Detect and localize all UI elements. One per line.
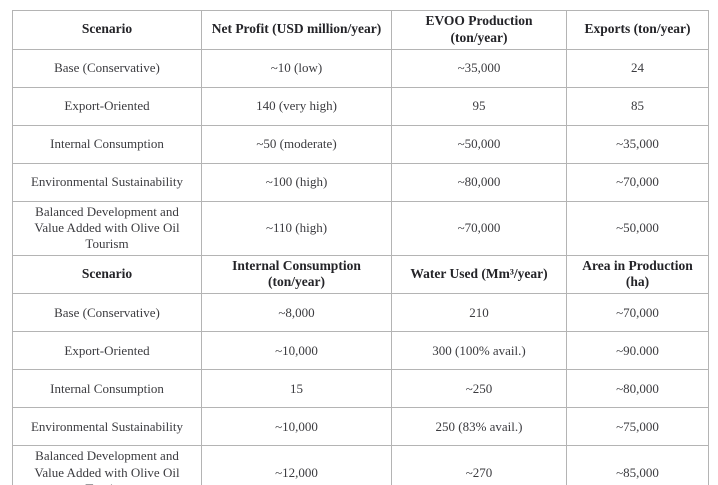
- table-cell: ~35,000: [566, 124, 709, 164]
- table-cell: ~70,000: [566, 293, 709, 333]
- table-cell: ~75,000: [566, 407, 709, 447]
- table-cell: ~70,000: [566, 162, 709, 202]
- table-row: Balanced Development and Value Added wit…: [12, 445, 709, 485]
- table-cell: 85: [566, 86, 709, 126]
- column-header-area-in-production: Area in Production (ha): [566, 254, 709, 295]
- section-2-header-row: Scenario Internal Consumption (ton/year)…: [12, 254, 709, 295]
- column-header-net-profit: Net Profit (USD million/year): [201, 10, 392, 50]
- table-cell: ~8,000: [201, 293, 392, 333]
- table-cell: 210: [391, 293, 567, 333]
- table-cell: Balanced Development and Value Added wit…: [12, 445, 202, 485]
- table-cell: Base (Conservative): [12, 293, 202, 333]
- table-cell: ~12,000: [201, 445, 392, 485]
- column-header-scenario-2: Scenario: [12, 254, 202, 295]
- table-cell: ~50 (moderate): [201, 124, 392, 164]
- table-cell: ~250: [391, 369, 567, 409]
- table-cell: 300 (100% avail.): [391, 331, 567, 371]
- table-cell: ~35,000: [391, 48, 567, 88]
- table-cell: ~10,000: [201, 331, 392, 371]
- table-row: Internal Consumption 15 ~250 ~80,000: [12, 369, 709, 409]
- table-cell: 140 (very high): [201, 86, 392, 126]
- column-header-water-used: Water Used (Mm³/year): [391, 254, 567, 295]
- table-cell: ~50,000: [566, 200, 709, 256]
- table-cell: 250 (83% avail.): [391, 407, 567, 447]
- scenario-results-table: Scenario Net Profit (USD million/year) E…: [12, 10, 709, 485]
- table-cell: Base (Conservative): [12, 48, 202, 88]
- table-cell: 95: [391, 86, 567, 126]
- table-cell: ~90.000: [566, 331, 709, 371]
- table-cell: Export-Oriented: [12, 331, 202, 371]
- table-cell: ~10 (low): [201, 48, 392, 88]
- table-row: Balanced Development and Value Added wit…: [12, 200, 709, 256]
- table-cell: ~270: [391, 445, 567, 485]
- table-cell: ~10,000: [201, 407, 392, 447]
- table-row: Environmental Sustainability ~10,000 250…: [12, 407, 709, 447]
- table-row: Environmental Sustainability ~100 (high)…: [12, 162, 709, 202]
- table-cell: ~110 (high): [201, 200, 392, 256]
- table-cell: Internal Consumption: [12, 369, 202, 409]
- table-cell: ~70,000: [391, 200, 567, 256]
- table-cell: Internal Consumption: [12, 124, 202, 164]
- table-row: Base (Conservative) ~8,000 210 ~70,000: [12, 293, 709, 333]
- table-cell: Export-Oriented: [12, 86, 202, 126]
- table-cell: ~80,000: [391, 162, 567, 202]
- table-cell: ~100 (high): [201, 162, 392, 202]
- column-header-evoo-production: EVOO Production (ton/year): [391, 10, 567, 50]
- table-cell: ~80,000: [566, 369, 709, 409]
- table-cell: 24: [566, 48, 709, 88]
- table-cell: ~50,000: [391, 124, 567, 164]
- section-1-header-row: Scenario Net Profit (USD million/year) E…: [12, 10, 709, 50]
- table-row: Export-Oriented ~10,000 300 (100% avail.…: [12, 331, 709, 371]
- table-cell: ~85,000: [566, 445, 709, 485]
- table-cell: Environmental Sustainability: [12, 407, 202, 447]
- column-header-exports: Exports (ton/year): [566, 10, 709, 50]
- column-header-internal-consumption: Internal Consumption (ton/year): [201, 254, 392, 295]
- table-cell: Environmental Sustainability: [12, 162, 202, 202]
- table-row: Internal Consumption ~50 (moderate) ~50,…: [12, 124, 709, 164]
- table-row: Base (Conservative) ~10 (low) ~35,000 24: [12, 48, 709, 88]
- table-row: Export-Oriented 140 (very high) 95 85: [12, 86, 709, 126]
- table-cell: 15: [201, 369, 392, 409]
- table-cell: Balanced Development and Value Added wit…: [12, 200, 202, 256]
- column-header-scenario: Scenario: [12, 10, 202, 50]
